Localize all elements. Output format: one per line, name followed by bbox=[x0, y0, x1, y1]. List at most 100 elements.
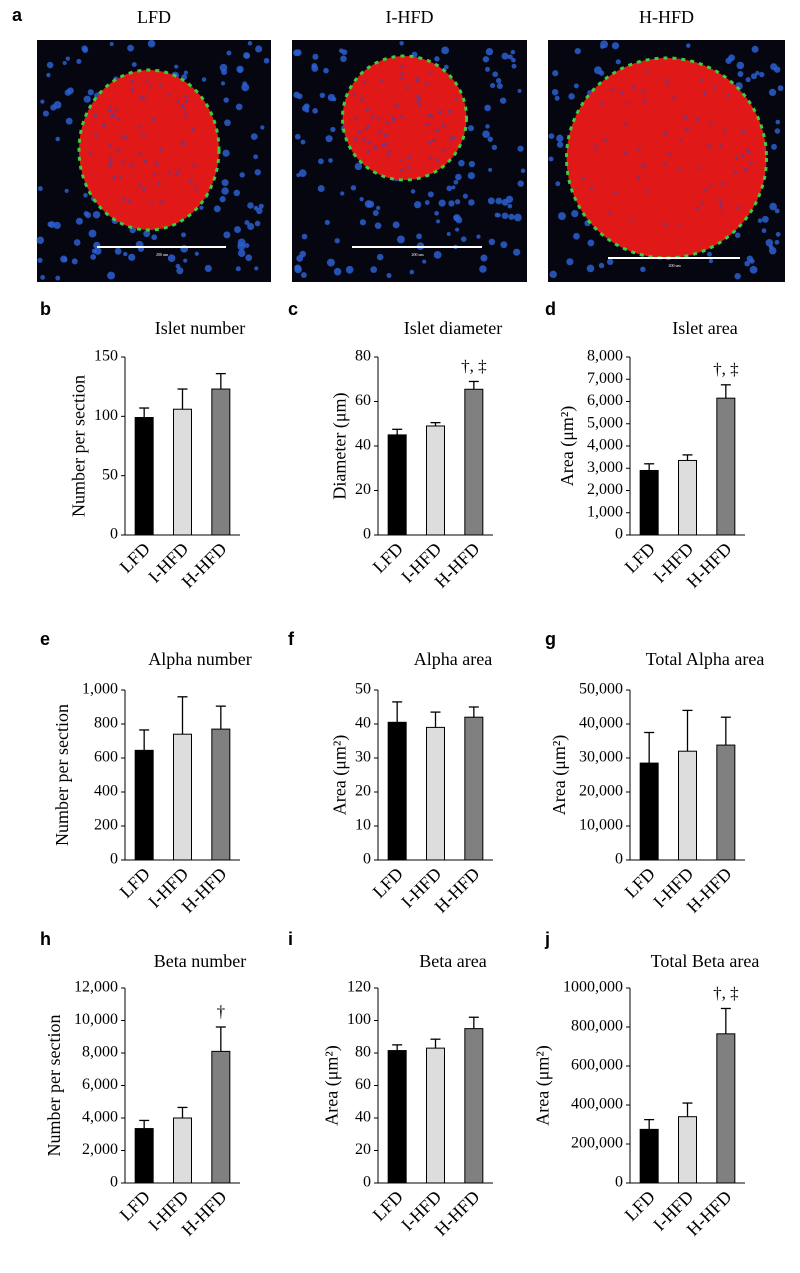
error-bar bbox=[468, 380, 479, 390]
nucleus bbox=[768, 246, 777, 255]
nucleus bbox=[594, 66, 602, 75]
y-tick-label: 12,000 bbox=[74, 979, 118, 996]
nucleus bbox=[517, 145, 524, 152]
nucleus bbox=[774, 208, 780, 214]
chart-title: Islet diameter bbox=[404, 318, 502, 338]
error-bar bbox=[644, 731, 655, 764]
y-tick-label: 3,000 bbox=[587, 459, 623, 476]
y-tick-label: 40 bbox=[355, 437, 371, 454]
islet-nucleus bbox=[720, 209, 725, 213]
bar bbox=[173, 408, 192, 536]
islet-nucleus bbox=[415, 77, 419, 81]
chart-title: Islet number bbox=[155, 318, 245, 338]
islet-nucleus bbox=[734, 156, 739, 160]
islet-nucleus bbox=[623, 151, 628, 155]
nucleus bbox=[501, 212, 509, 220]
nucleus bbox=[736, 61, 745, 70]
nucleus bbox=[422, 259, 427, 264]
nucleus bbox=[499, 97, 507, 104]
annotation: † bbox=[217, 1002, 226, 1021]
error-bar bbox=[215, 372, 226, 390]
nucleus bbox=[396, 235, 405, 244]
islet-nucleus bbox=[646, 69, 650, 73]
nucleus bbox=[410, 189, 416, 194]
nucleus bbox=[213, 205, 221, 213]
islet-nucleus bbox=[454, 97, 458, 101]
islet-nucleus bbox=[124, 135, 128, 140]
y-tick-label: 8,000 bbox=[587, 348, 623, 365]
islet-nucleus bbox=[157, 181, 161, 186]
nucleus bbox=[222, 149, 230, 157]
islet-nucleus bbox=[449, 137, 453, 141]
islet-nucleus bbox=[398, 158, 403, 163]
error-bar bbox=[720, 716, 731, 746]
islet-nucleus bbox=[637, 147, 641, 151]
nucleus bbox=[239, 172, 245, 178]
nucleus bbox=[243, 52, 250, 59]
nucleus bbox=[254, 266, 259, 271]
nucleus bbox=[250, 133, 258, 141]
nucleus bbox=[513, 213, 522, 222]
islet-nucleus bbox=[726, 93, 730, 97]
nucleus bbox=[364, 200, 373, 208]
y-tick-label: 60 bbox=[355, 1076, 371, 1093]
nucleus bbox=[143, 230, 151, 238]
nucleus bbox=[47, 221, 53, 227]
islet-nucleus bbox=[643, 99, 647, 104]
nucleus bbox=[485, 124, 490, 129]
nucleus bbox=[549, 270, 557, 279]
bar bbox=[678, 1116, 697, 1184]
islet-nucleus bbox=[719, 203, 723, 207]
nucleus bbox=[744, 260, 751, 267]
nucleus bbox=[600, 44, 605, 49]
y-tick-label: 30,000 bbox=[579, 749, 623, 766]
islet-nucleus bbox=[127, 199, 131, 203]
islet-nucleus bbox=[631, 85, 635, 89]
nucleus bbox=[88, 229, 97, 238]
y-tick-label: 60 bbox=[355, 392, 371, 409]
y-tick-label: 0 bbox=[363, 526, 371, 543]
nucleus bbox=[775, 119, 781, 125]
nucleus bbox=[235, 266, 241, 272]
nucleus bbox=[194, 251, 199, 256]
y-tick-label: 0 bbox=[110, 1174, 118, 1191]
y-tick-label: 400 bbox=[94, 783, 118, 800]
nucleus bbox=[60, 255, 68, 263]
nucleus bbox=[333, 267, 342, 276]
nucleus bbox=[312, 53, 319, 60]
nucleus bbox=[334, 238, 340, 244]
islet-nucleus bbox=[641, 164, 645, 168]
islet-nucleus bbox=[663, 222, 667, 226]
nucleus bbox=[219, 196, 226, 203]
y-tick-label: 2,000 bbox=[82, 1141, 118, 1158]
islet-nucleus bbox=[723, 128, 727, 133]
nucleus bbox=[64, 188, 69, 193]
chart-title: Beta area bbox=[419, 951, 486, 971]
y-tick-label: 50 bbox=[355, 681, 371, 698]
chart-title: Islet area bbox=[672, 318, 737, 338]
nucleus bbox=[492, 71, 499, 78]
error-bar bbox=[215, 705, 226, 730]
islet-nucleus bbox=[589, 186, 594, 190]
y-tick-label: 100 bbox=[347, 1011, 371, 1028]
y-tick-label: 80 bbox=[355, 1044, 371, 1061]
nucleus bbox=[317, 185, 325, 193]
nucleus bbox=[707, 251, 712, 257]
y-axis-label: Number per section bbox=[69, 375, 89, 517]
nucleus bbox=[496, 83, 503, 89]
nucleus bbox=[392, 221, 400, 229]
nucleus bbox=[433, 250, 442, 259]
bar bbox=[134, 417, 154, 536]
error-bar bbox=[139, 407, 150, 418]
y-tick-label: 4,000 bbox=[587, 437, 623, 454]
nucleus bbox=[62, 61, 67, 66]
nucleus bbox=[319, 92, 326, 99]
nucleus bbox=[340, 55, 347, 63]
nucleus bbox=[566, 258, 574, 266]
y-tick-label: 100 bbox=[94, 407, 118, 424]
islet-nucleus bbox=[184, 94, 188, 98]
nucleus bbox=[87, 89, 94, 96]
nucleus bbox=[484, 104, 491, 112]
nucleus bbox=[65, 117, 73, 125]
bar bbox=[716, 1033, 736, 1184]
